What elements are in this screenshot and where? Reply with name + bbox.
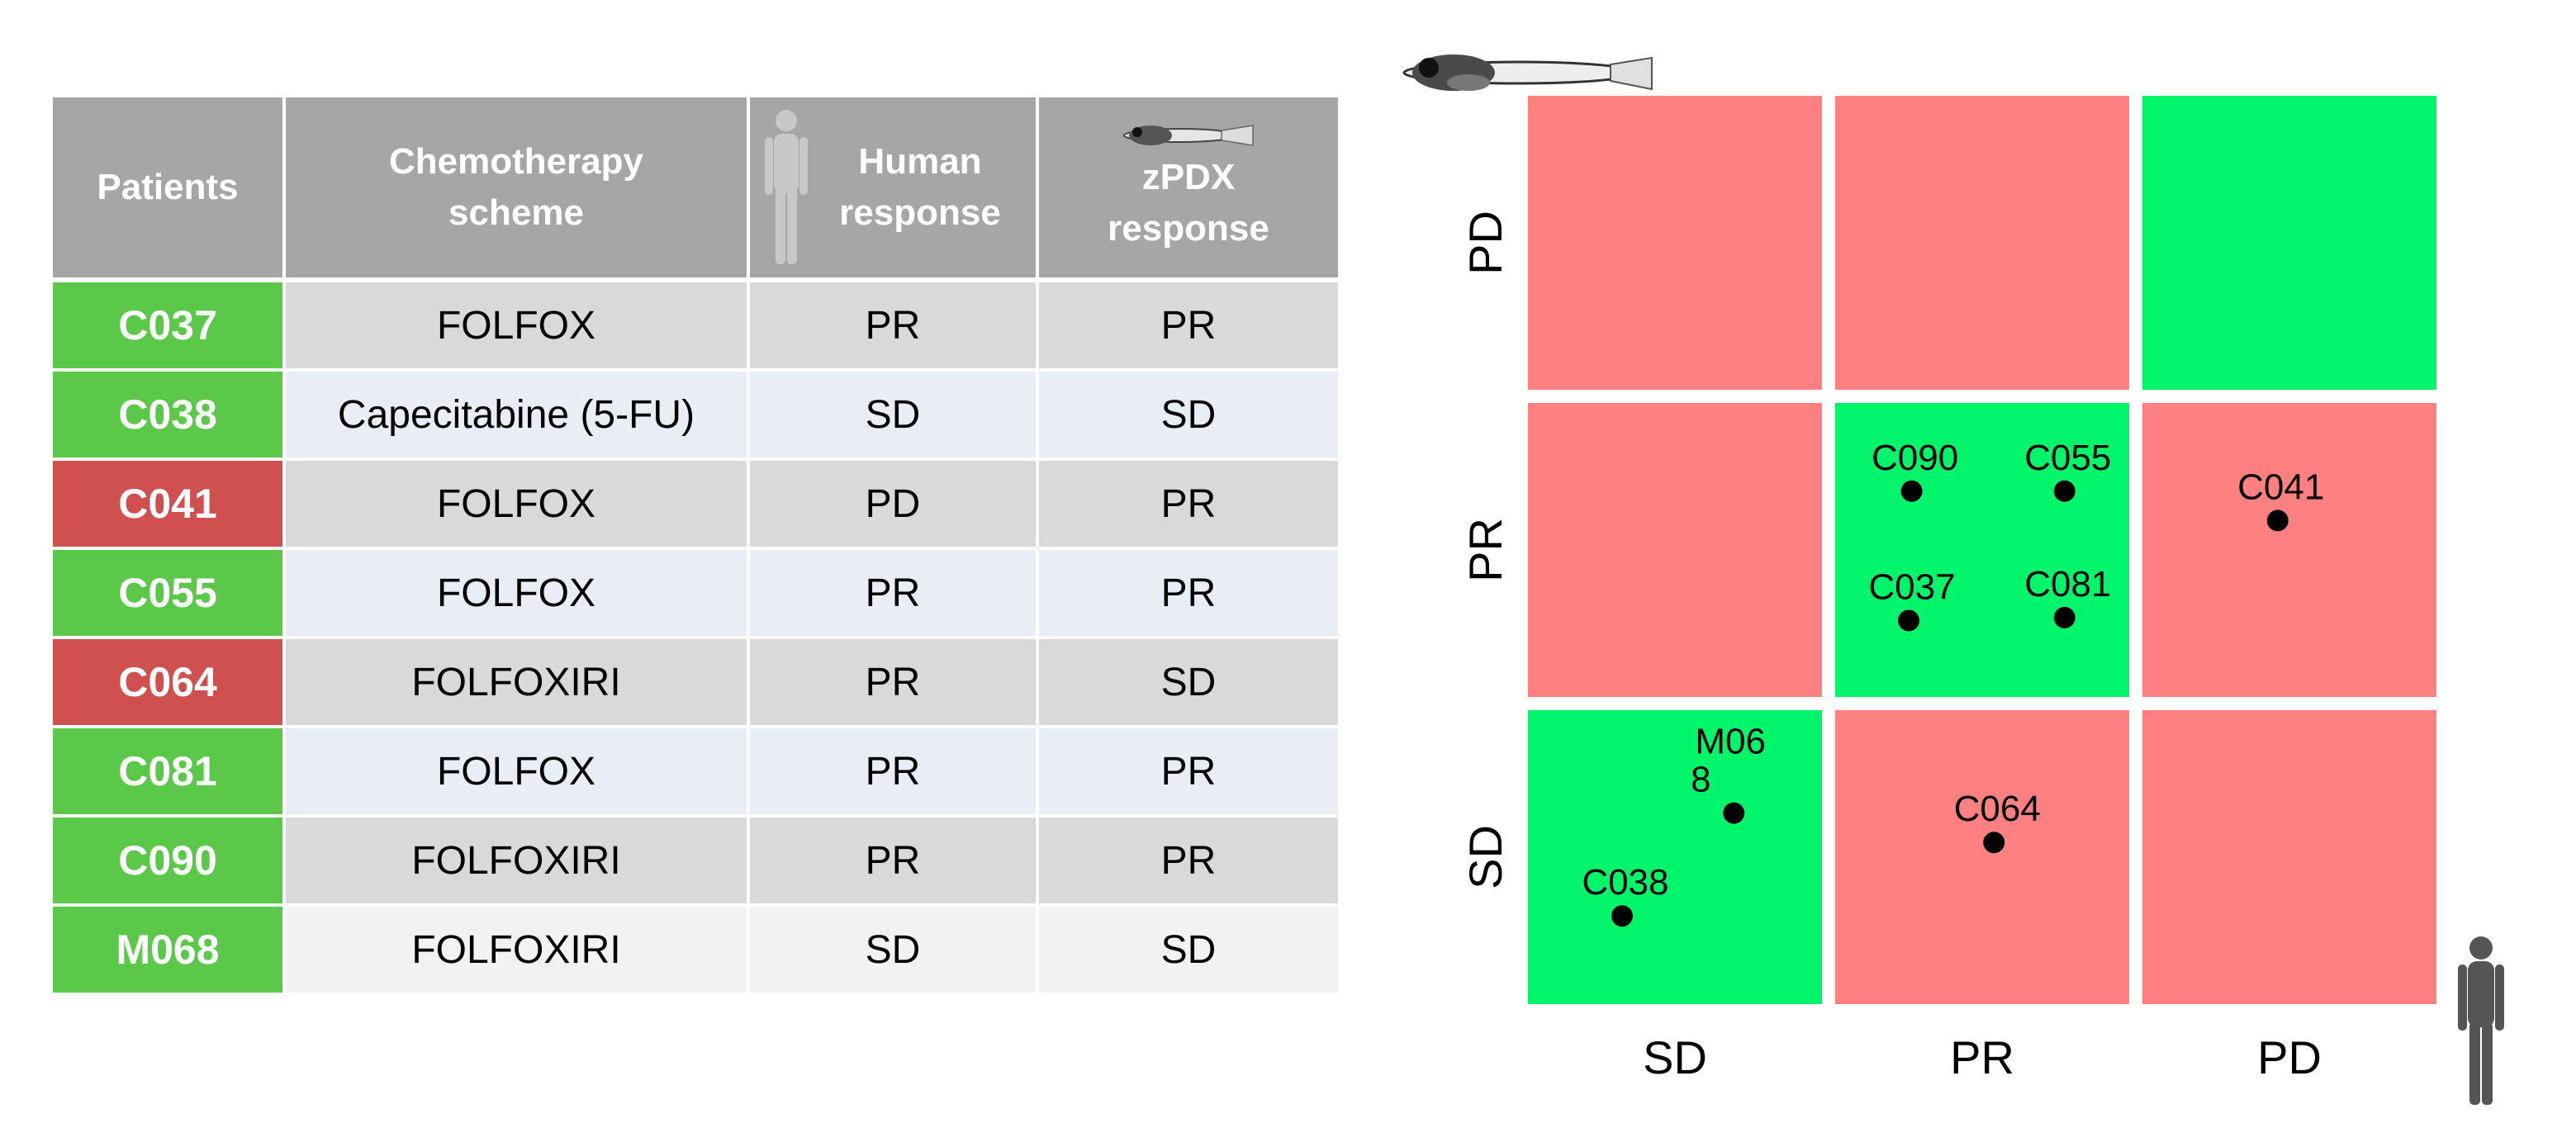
data-point	[1723, 802, 1745, 824]
human-response-cell: PR	[750, 818, 1039, 907]
heatmap-cell-sd-sd	[1528, 710, 1822, 1004]
patient-id-cell: C037	[53, 282, 286, 372]
chemotherapy-scheme-cell: FOLFOXIRI	[286, 639, 750, 728]
chemotherapy-scheme-cell: FOLFOXIRI	[286, 818, 750, 907]
patient-id-cell: C064	[53, 639, 286, 728]
data-point	[1983, 832, 2005, 854]
patient-id-cell: M068	[53, 907, 286, 996]
zpdx-response-cell: PR	[1039, 550, 1338, 639]
human-silhouette-icon	[2458, 936, 2504, 1105]
table-header-row: Patients Chemotherapy scheme Human respo…	[53, 97, 1338, 282]
patient-id-cell: C041	[53, 461, 286, 550]
chemotherapy-scheme-cell: FOLFOX	[286, 461, 750, 550]
x-tick-label: PR	[1950, 1031, 2014, 1083]
zpdx-response-cell: PR	[1039, 461, 1338, 550]
chemotherapy-scheme-cell: FOLFOX	[286, 550, 750, 639]
heatmap-cell-pd-pd	[2142, 96, 2436, 390]
patient-response-table: Patients Chemotherapy scheme Human respo…	[53, 97, 1338, 996]
data-point-label: C055	[2024, 438, 2111, 478]
table-row: C041 FOLFOX PD PR	[53, 461, 1338, 550]
human-response-cell: SD	[750, 907, 1039, 996]
heatmap-cell-sd-pd	[1528, 96, 1822, 390]
heatmap-tiles	[1528, 96, 2436, 1004]
data-point	[1898, 609, 1919, 632]
zpdx-response-cell: PR	[1039, 728, 1338, 818]
human-response-cell: SD	[750, 372, 1039, 461]
x-tick-label: SD	[1643, 1031, 1707, 1083]
data-point-label: C064	[1954, 789, 2041, 829]
data-points: C090 C055 C037 C081 C041 M06 8 C064 C038	[1582, 438, 2324, 927]
chemotherapy-scheme-cell: FOLFOX	[286, 282, 750, 372]
chemotherapy-scheme-cell: FOLFOXIRI	[286, 907, 750, 996]
y-tick-label: PR	[1459, 518, 1511, 582]
table-body: C037 FOLFOX PR PR C038 Capecitabine (5-FU) SD S…	[53, 282, 1338, 996]
data-point-label: C038	[1582, 862, 1668, 903]
human-response-cell: PD	[750, 461, 1039, 550]
heatmap-cell-pr-pr	[1835, 403, 2129, 697]
header-zpdx-response: zPDX response	[1039, 97, 1338, 282]
heatmap-cell-pr-sd	[1835, 710, 2129, 1004]
table-row: M068 FOLFOXIRI SD SD	[53, 907, 1338, 996]
human-response-cell: PR	[750, 550, 1039, 639]
chemotherapy-scheme-cell: Capecitabine (5-FU)	[286, 372, 750, 461]
data-point	[1611, 905, 1633, 927]
heatmap-cell-pd-pr	[2142, 403, 2436, 697]
zebrafish-icon	[1123, 125, 1254, 146]
data-point-label: C090	[1872, 438, 1958, 478]
header-human-response: Human response	[750, 97, 1039, 282]
human-response-cell: PR	[750, 639, 1039, 728]
patient-id-cell: C038	[53, 372, 286, 461]
patient-id-cell: C090	[53, 818, 286, 907]
data-point-label: C037	[1868, 566, 1955, 607]
data-point	[2053, 606, 2076, 628]
x-tick-label: PD	[2257, 1031, 2322, 1083]
table-row: C081 FOLFOX PR PR	[53, 728, 1338, 818]
data-point	[1900, 480, 1923, 502]
header-chemotherapy-scheme: Chemotherapy scheme	[286, 97, 750, 282]
zpdx-response-cell: SD	[1039, 639, 1338, 728]
table-row: C038 Capecitabine (5-FU) SD SD	[53, 372, 1338, 461]
zpdx-response-cell: PR	[1039, 282, 1338, 372]
heatmap-cell-pd-sd	[2142, 710, 2436, 1004]
zpdx-response-cell: SD	[1039, 907, 1338, 996]
human-silhouette-icon	[765, 110, 808, 264]
y-tick-label: SD	[1459, 825, 1511, 889]
patient-id-cell: C055	[53, 550, 286, 639]
heatmap-cell-sd-pr	[1528, 403, 1822, 697]
heatmap-cell-pr-pd	[1835, 96, 2129, 390]
table-row: C055 FOLFOX PR PR	[53, 550, 1338, 639]
table-row: C064 FOLFOXIRI PR SD	[53, 639, 1338, 728]
data-point	[2053, 480, 2076, 502]
chemotherapy-scheme-cell: FOLFOX	[286, 728, 750, 818]
zpdx-response-cell: SD	[1039, 372, 1338, 461]
human-response-cell: PR	[750, 282, 1039, 372]
patient-id-cell: C081	[53, 728, 286, 818]
data-point	[2266, 509, 2289, 532]
human-response-cell: PR	[750, 728, 1039, 818]
x-axis-tick-labels: SD PR PD	[1643, 1031, 2322, 1083]
y-tick-label: PD	[1459, 211, 1511, 275]
data-point-label: M06 8	[1691, 722, 1766, 800]
y-axis-tick-labels: SD PR PD	[1459, 211, 1511, 889]
data-point-label: C041	[2237, 467, 2324, 507]
data-point-label: C081	[2024, 564, 2111, 604]
zpdx-response-cell: PR	[1039, 818, 1338, 907]
zebrafish-icon	[1402, 55, 1653, 91]
table-row: C037 FOLFOX PR PR	[53, 282, 1338, 372]
table-row: C090 FOLFOXIRI PR PR	[53, 818, 1338, 907]
header-patients: Patients	[53, 97, 286, 282]
